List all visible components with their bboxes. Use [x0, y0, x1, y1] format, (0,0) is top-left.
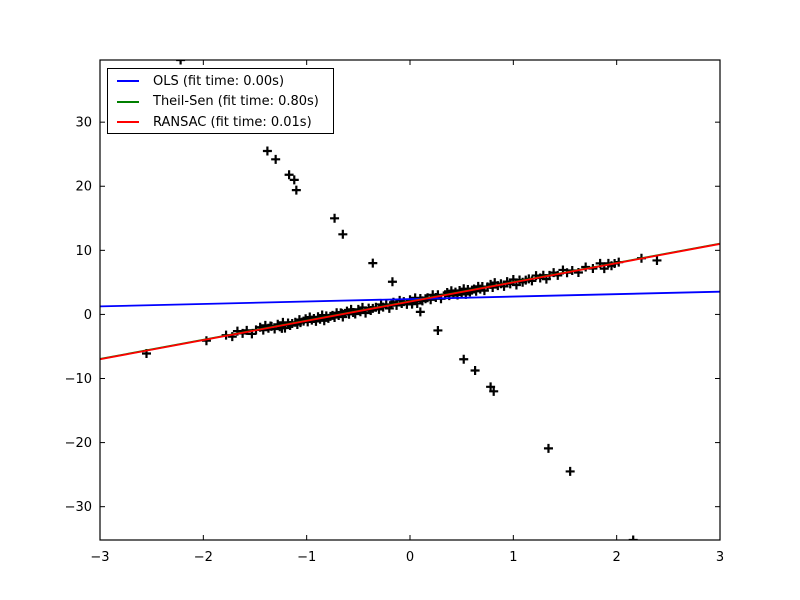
theil-sen-line-swatch	[117, 100, 139, 103]
data-point-marker	[291, 185, 301, 195]
ransac-line-swatch	[117, 121, 139, 124]
ols-fit-line	[100, 290, 720, 308]
y-tick-label: 30	[75, 116, 92, 131]
x-tick-label: −1	[297, 550, 316, 565]
legend-label-ransac: RANSAC (fit time: 0.01s)	[153, 114, 312, 130]
y-tick-label: −20	[65, 436, 92, 451]
ols-line-swatch	[117, 80, 139, 83]
data-point-marker	[628, 535, 638, 540]
y-tick-label: 0	[84, 308, 92, 323]
data-point-marker	[284, 170, 294, 180]
legend-entry-ols: OLS (fit time: 0.00s)	[108, 71, 333, 92]
axes-border	[99, 59, 721, 541]
x-tick-label: 2	[613, 550, 621, 565]
legend-label-theil-sen: Theil-Sen (fit time: 0.80s)	[153, 94, 319, 110]
data-point-marker	[330, 213, 340, 223]
data-point-marker	[433, 325, 443, 335]
x-tick-label: 1	[509, 550, 517, 565]
y-tick-label: −30	[65, 500, 92, 515]
legend-label-ols: OLS (fit time: 0.00s)	[153, 73, 285, 89]
y-tick-label: 10	[75, 244, 92, 259]
data-point-marker	[338, 229, 348, 239]
data-point-marker	[415, 307, 425, 317]
y-tick-label: −10	[65, 372, 92, 387]
data-point-marker	[176, 60, 186, 65]
data-point-marker	[543, 443, 553, 453]
data-point-marker	[470, 365, 480, 375]
data-point-marker	[387, 277, 397, 287]
y-tick-label: 20	[75, 180, 92, 195]
data-point-marker	[289, 175, 299, 185]
data-point-marker	[565, 466, 575, 476]
x-tick-label: 0	[406, 550, 414, 565]
fit-lines	[100, 242, 720, 361]
data-point-marker	[271, 154, 281, 164]
x-tick-label: −2	[194, 550, 213, 565]
data-point-marker	[581, 262, 591, 272]
data-point-marker	[368, 258, 378, 268]
data-point-marker	[262, 146, 272, 156]
ransac-fit-line	[100, 243, 720, 361]
data-point-marker	[459, 354, 469, 364]
data-point-marker	[652, 255, 662, 265]
x-tick-label: −3	[90, 550, 109, 565]
x-tick-label: 3	[716, 550, 724, 565]
legend: OLS (fit time: 0.00s) Theil-Sen (fit tim…	[107, 68, 334, 134]
legend-entry-ransac: RANSAC (fit time: 0.01s)	[108, 112, 333, 133]
data-point-marker	[489, 386, 499, 396]
legend-entry-theil-sen: Theil-Sen (fit time: 0.80s)	[108, 92, 333, 113]
